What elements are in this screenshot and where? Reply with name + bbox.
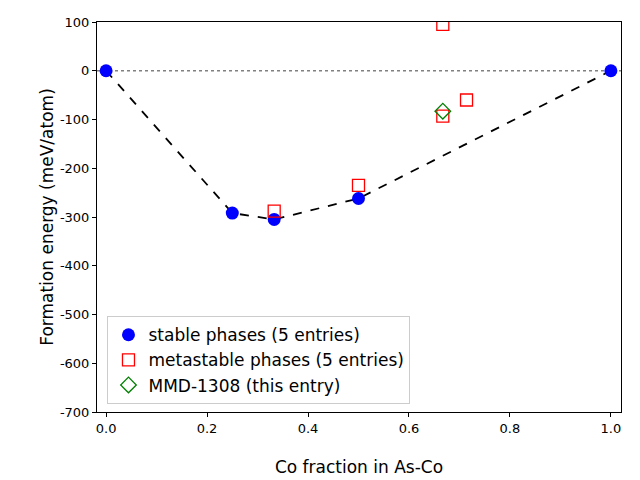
svg-text:-200: -200 <box>60 161 90 176</box>
svg-text:-700: -700 <box>60 405 90 420</box>
svg-text:stable phases (5 entries): stable phases (5 entries) <box>148 325 359 345</box>
svg-text:0.8: 0.8 <box>500 421 521 436</box>
svg-text:-400: -400 <box>60 258 90 273</box>
svg-text:0.6: 0.6 <box>399 421 420 436</box>
svg-text:metastable phases (5 entries): metastable phases (5 entries) <box>148 350 403 370</box>
svg-text:Formation energy (meV/atom): Formation energy (meV/atom) <box>37 88 57 346</box>
svg-text:Co fraction in As-Co: Co fraction in As-Co <box>275 457 443 477</box>
svg-text:MMD-1308 (this entry): MMD-1308 (this entry) <box>148 376 340 396</box>
svg-text:-300: -300 <box>60 210 90 225</box>
svg-text:1.0: 1.0 <box>601 421 622 436</box>
svg-text:0.0: 0.0 <box>96 421 117 436</box>
svg-text:100: 100 <box>65 15 90 30</box>
svg-text:0.4: 0.4 <box>298 421 319 436</box>
svg-text:-100: -100 <box>60 112 90 127</box>
svg-text:-600: -600 <box>60 356 90 371</box>
svg-text:0.2: 0.2 <box>197 421 218 436</box>
svg-text:0: 0 <box>81 63 89 78</box>
svg-text:-500: -500 <box>60 307 90 322</box>
